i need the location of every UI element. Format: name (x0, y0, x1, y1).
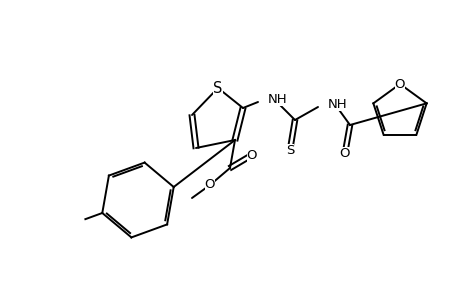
Text: O: O (246, 148, 257, 161)
Text: O: O (204, 178, 215, 191)
Text: NH: NH (268, 92, 287, 106)
Text: O: O (394, 77, 404, 91)
Text: NH: NH (327, 98, 347, 110)
Text: S: S (213, 80, 222, 95)
Text: O: O (339, 146, 349, 160)
Text: S: S (285, 143, 294, 157)
